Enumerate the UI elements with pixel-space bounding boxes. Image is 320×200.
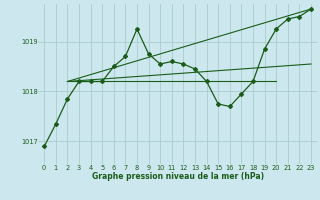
X-axis label: Graphe pression niveau de la mer (hPa): Graphe pression niveau de la mer (hPa) <box>92 172 264 181</box>
